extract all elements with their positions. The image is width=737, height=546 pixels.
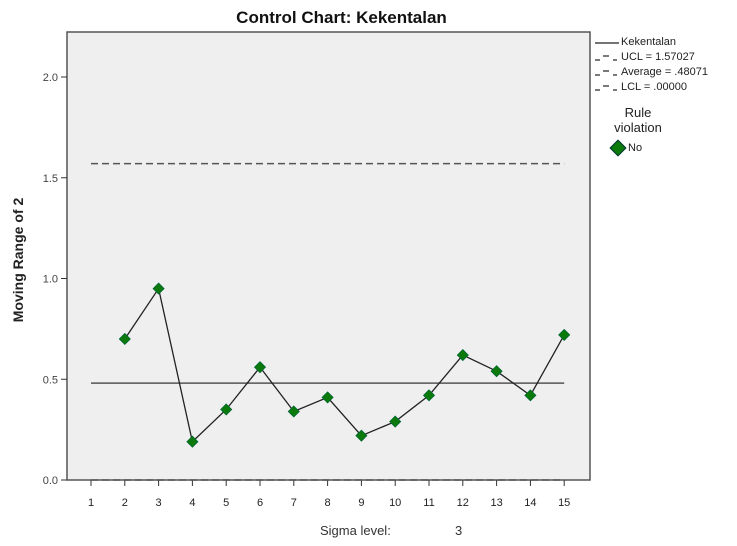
y-tick-label: 0.0 <box>43 475 58 487</box>
x-tick-label: 8 <box>325 497 331 509</box>
sigma-level-value: 3 <box>455 523 462 538</box>
rule-violation-title: Rule violation <box>614 105 662 135</box>
x-tick-label: 15 <box>558 497 570 509</box>
x-axis-label: Sigma level: <box>320 523 391 538</box>
data-point-marker <box>389 415 402 428</box>
x-tick-label: 1 <box>88 497 94 509</box>
chart-title-text: Control Chart: Kekentalan <box>236 8 447 27</box>
diamond-marker-icon <box>609 139 627 157</box>
legend-item-ucl: UCL = 1.57027 <box>595 51 695 63</box>
x-tick-label: 4 <box>189 497 195 509</box>
x-tick-label: 14 <box>524 497 536 509</box>
x-tick-label: 11 <box>423 497 434 509</box>
data-point-marker <box>490 365 503 378</box>
x-tick-label: 3 <box>156 497 162 509</box>
x-tick-label: 9 <box>358 497 364 509</box>
data-point-marker <box>321 391 334 404</box>
data-point-marker <box>118 332 131 346</box>
data-point-marker <box>558 328 571 341</box>
data-point-marker <box>186 435 199 448</box>
data-point-marker <box>220 403 233 416</box>
legend-item-series: Kekentalan <box>595 36 677 48</box>
x-tick-label: 13 <box>490 497 502 509</box>
x-tick-label: 2 <box>122 497 128 509</box>
x-tick-label: 10 <box>389 497 401 509</box>
series-line <box>124 286 565 443</box>
rule-violation-item: No <box>609 139 642 157</box>
data-point-marker <box>253 361 267 374</box>
legend-item-lcl: LCL = .00000 <box>595 81 687 93</box>
data-point-marker <box>287 405 300 418</box>
legend-item-average: Average = .48071 <box>595 66 708 78</box>
chart-title: Control Chart: Kekentalan <box>0 8 737 28</box>
data-point-marker <box>524 389 537 402</box>
x-tick-label: 5 <box>223 497 229 509</box>
data-point-marker <box>456 349 469 362</box>
plot-area <box>66 31 591 481</box>
y-tick-label: 1.0 <box>43 274 58 286</box>
data-point-marker <box>152 282 165 295</box>
y-tick-label: 0.5 <box>43 374 58 386</box>
y-axis-label: Moving Range of 2 <box>10 198 26 323</box>
y-tick-label: 1.5 <box>43 173 58 185</box>
legend: Kekentalan UCL = 1.57027 Average = .4807… <box>595 35 708 95</box>
data-point-marker <box>422 389 436 402</box>
x-tick-label: 6 <box>257 497 263 509</box>
x-tick-label: 7 <box>291 497 297 509</box>
y-tick-label: 2.0 <box>43 72 58 84</box>
data-point-marker <box>355 429 368 442</box>
x-tick-label: 12 <box>457 497 469 509</box>
